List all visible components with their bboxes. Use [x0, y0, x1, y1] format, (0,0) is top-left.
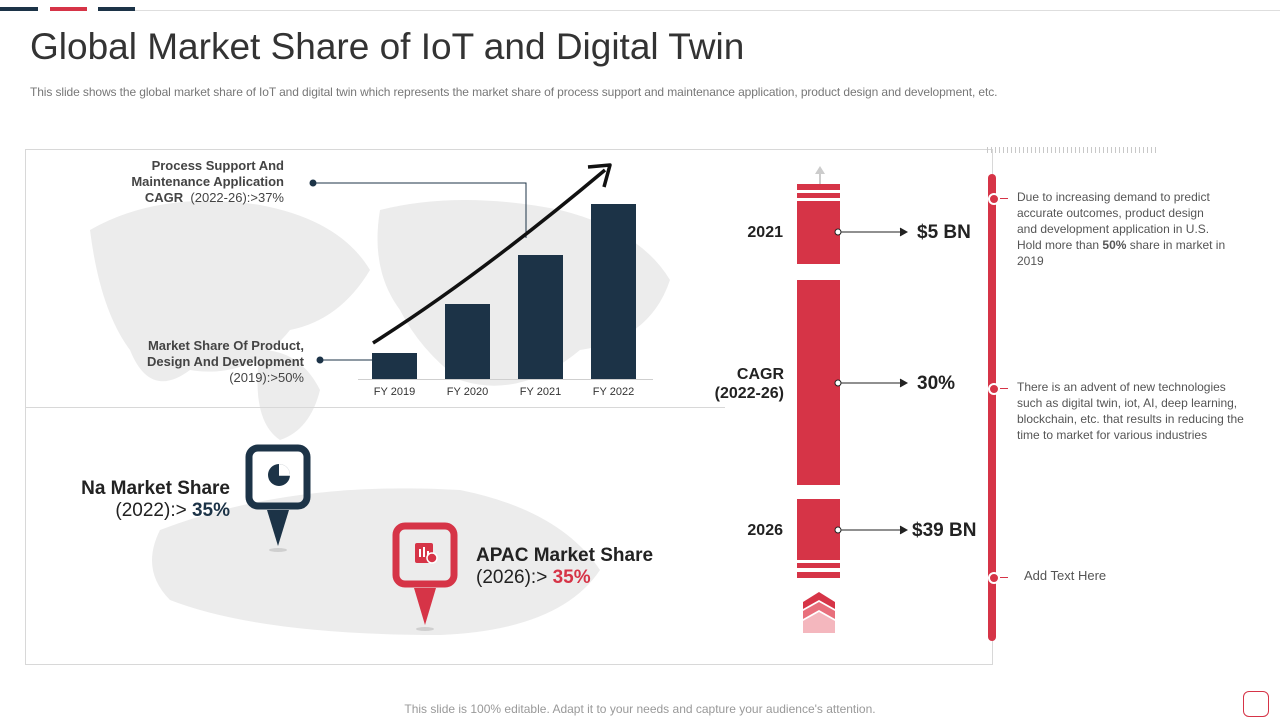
panel-divider — [25, 407, 725, 408]
note-tick-3 — [1000, 577, 1008, 578]
page-title: Global Market Share of IoT and Digital T… — [30, 26, 745, 67]
chart-baseline — [358, 379, 653, 380]
timeline-year-2021: 2021 — [747, 224, 783, 241]
chart-bar-fy-2019 — [372, 352, 417, 379]
na-value: 35% — [191, 500, 230, 521]
timeline-value-cagr: 30% — [917, 373, 956, 394]
chart-tick-label: FY 2021 — [519, 386, 562, 398]
growth-arrow-head — [587, 163, 612, 188]
dotted-rule — [987, 147, 1157, 153]
top-rule — [135, 10, 1280, 11]
accent-bar-red — [50, 7, 87, 11]
process-cagr-value: (2022-26):>37% — [190, 190, 284, 205]
chart-bar-fy-2021 — [518, 254, 563, 379]
timeline-segment-2 — [797, 280, 840, 485]
na-market-share: Na Market Share (2022):> 35% — [80, 478, 230, 522]
product-callout-value: (2019):>50% — [229, 370, 304, 385]
process-cagr-label: CAGR — [144, 190, 184, 205]
na-year: (2022):> — [115, 500, 187, 521]
note-1-text-end: share in market in 2019 — [1017, 238, 1226, 268]
process-connector-line — [313, 182, 527, 238]
apac-value: 35% — [552, 567, 591, 588]
footer-note: This slide is 100% editable. Adapt it to… — [404, 702, 876, 716]
timeline-cap-top-2 — [797, 193, 840, 198]
timeline-cagr-line1: CAGR — [736, 366, 784, 383]
timeline-cap-bottom-2 — [797, 572, 840, 578]
apac-year: (2026):> — [476, 567, 548, 588]
note-2: There is an advent of new technologies s… — [1017, 380, 1244, 442]
product-callout: Market Share Of Product, Design And Deve… — [80, 338, 304, 386]
product-callout-line1: Market Share Of Product, — [147, 338, 304, 353]
process-callout: Process Support And Maintenance Applicat… — [80, 158, 284, 206]
timeline-value-2026: $39 BN — [912, 520, 977, 541]
report-chart-icon — [415, 543, 438, 564]
note-marker-3 — [988, 572, 1000, 584]
product-callout-line2: Design And Development — [147, 354, 304, 369]
chart-tick-label: FY 2020 — [446, 386, 489, 398]
accent-bar-navy-2 — [98, 7, 135, 11]
na-map-pin — [245, 444, 311, 552]
timeline-chevrons-bottom — [803, 592, 835, 633]
timeline-cap-bottom-1 — [797, 563, 840, 568]
timeline-value-2021: $5 BN — [917, 222, 971, 243]
timeline-segment-3 — [797, 499, 840, 560]
note-tick-2 — [1000, 388, 1008, 389]
note-1: Due to increasing demand to predict accu… — [1017, 189, 1227, 269]
note-marker-1 — [988, 193, 1000, 205]
note-1-text: Due to increasing demand to predict accu… — [1017, 190, 1210, 252]
apac-label: APAC Market Share — [476, 545, 654, 566]
chart-bar-fy-2022 — [591, 204, 636, 379]
apac-map-pin — [392, 522, 458, 631]
corner-frame — [1243, 691, 1269, 717]
apac-market-share: APAC Market Share (2026):> 35% — [476, 545, 696, 589]
chart-tick-label: FY 2022 — [592, 386, 635, 398]
timeline-arrow-top — [815, 166, 825, 185]
note-tick-1 — [1000, 198, 1008, 199]
process-callout-line1: Process Support And — [151, 158, 284, 173]
timeline-year-2026: 2026 — [747, 522, 783, 539]
note-1-bold: 50% — [1102, 238, 1127, 252]
note-3: Add Text Here — [1024, 568, 1107, 583]
note-marker-2 — [988, 383, 1000, 395]
chart-tick-label: FY 2019 — [373, 386, 416, 398]
chart-bar-fy-2020 — [445, 303, 490, 379]
accent-bar-navy-1 — [0, 7, 38, 11]
timeline-cagr-line2: (2022-26) — [714, 385, 784, 402]
bar-chart: FY 2019 FY 2020 FY 2021 FY 2022 — [358, 160, 653, 400]
growth-arrow-curve — [372, 168, 607, 345]
timeline-cap-top-1 — [797, 184, 840, 190]
notes-rail — [988, 174, 996, 641]
pie-chart-icon — [268, 464, 290, 486]
page-subtitle: This slide shows the global market share… — [30, 85, 998, 99]
timeline-cagr-label: CAGR (2022-26) — [680, 365, 784, 403]
growth-arrow — [372, 163, 612, 345]
process-callout-line2: Maintenance Application — [131, 174, 284, 189]
na-label: Na Market Share — [81, 478, 230, 499]
timeline-segment-1 — [797, 201, 840, 264]
